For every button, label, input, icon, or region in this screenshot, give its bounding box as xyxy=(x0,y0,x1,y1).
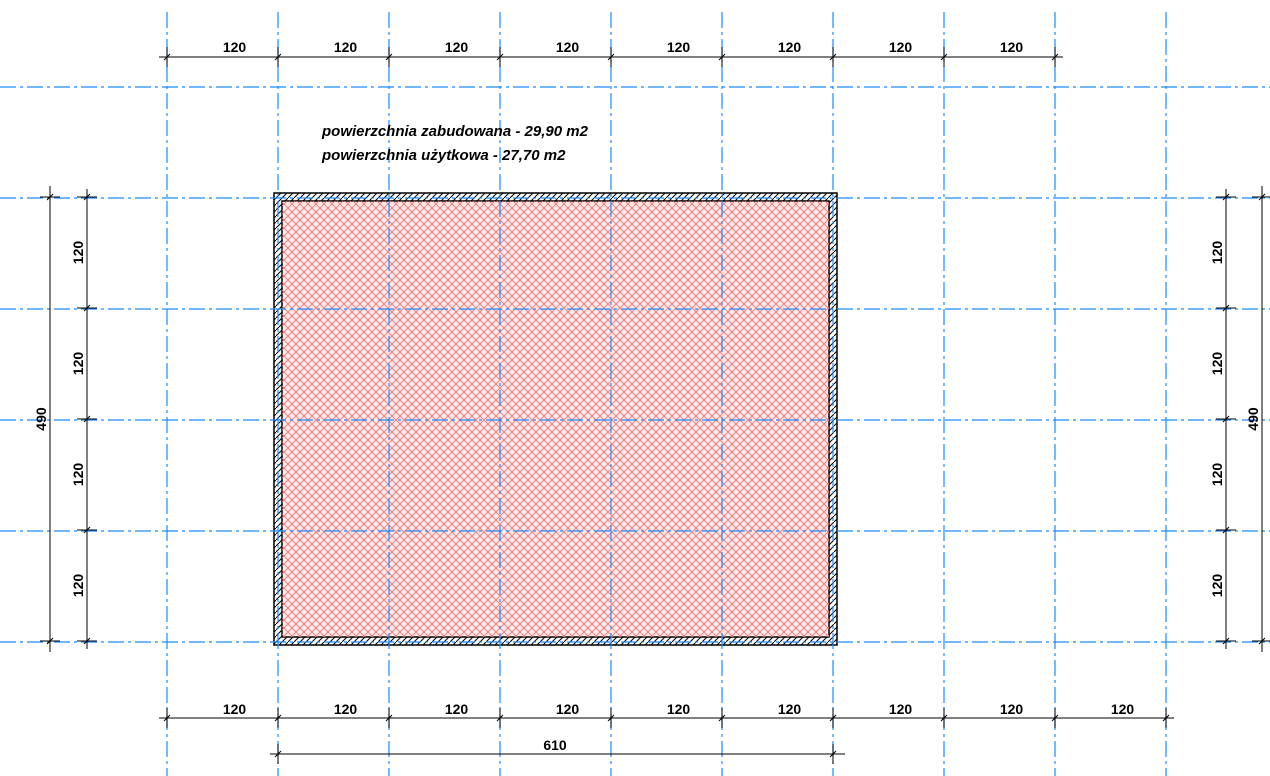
dim-tick xyxy=(829,53,837,61)
dim-tick xyxy=(1051,714,1059,722)
dim-tick xyxy=(385,53,393,61)
dim-label: 120 xyxy=(889,701,913,717)
dim-tick xyxy=(496,714,504,722)
dim-label: 120 xyxy=(667,39,691,55)
dim-tick xyxy=(83,637,91,645)
dim-label: 120 xyxy=(778,39,802,55)
floor-hatch xyxy=(282,201,829,637)
dim-label: 120 xyxy=(70,352,86,376)
dim-tick xyxy=(46,637,54,645)
dim-label: 490 xyxy=(33,407,49,431)
dim-tick xyxy=(1222,526,1230,534)
dim-tick xyxy=(1258,193,1266,201)
dim-tick xyxy=(274,53,282,61)
dim-label: 120 xyxy=(445,39,469,55)
dim-label: 120 xyxy=(334,701,358,717)
note: powierzchnia użytkowa - 27,70 m2 xyxy=(321,147,566,164)
dim-label: 120 xyxy=(778,701,802,717)
grid xyxy=(0,12,1270,776)
dim-label: 120 xyxy=(1111,701,1135,717)
dim-label: 490 xyxy=(1245,407,1261,431)
dim-tick xyxy=(940,53,948,61)
dim-tick xyxy=(1222,193,1230,201)
dim-tick xyxy=(718,714,726,722)
dim-label: 120 xyxy=(334,39,358,55)
dim-label: 120 xyxy=(445,701,469,717)
dim-tick xyxy=(1222,415,1230,423)
dim-tick xyxy=(1162,714,1170,722)
dim-label: 120 xyxy=(556,701,580,717)
dim-label: 120 xyxy=(1000,701,1024,717)
dim-tick xyxy=(1222,304,1230,312)
dim-label: 120 xyxy=(1209,574,1225,598)
dim-tick xyxy=(496,53,504,61)
dim-tick xyxy=(607,714,615,722)
dim-label: 120 xyxy=(70,463,86,487)
dim-tick xyxy=(274,750,282,758)
dim-tick xyxy=(1258,637,1266,645)
dim-label: 120 xyxy=(70,574,86,598)
dim-tick xyxy=(163,53,171,61)
dim-label: 120 xyxy=(1209,463,1225,487)
dim-label: 120 xyxy=(1000,39,1024,55)
dim-tick xyxy=(163,714,171,722)
dim-tick xyxy=(718,53,726,61)
dim-label: 610 xyxy=(543,737,567,753)
dim-label: 120 xyxy=(1209,352,1225,376)
dim-tick xyxy=(274,714,282,722)
dim-tick xyxy=(1222,637,1230,645)
dim-tick xyxy=(83,304,91,312)
dim-tick xyxy=(83,415,91,423)
dim-tick xyxy=(83,193,91,201)
dim-tick xyxy=(385,714,393,722)
dim-label: 120 xyxy=(70,241,86,265)
note: powierzchnia zabudowana - 29,90 m2 xyxy=(321,123,589,140)
dim-tick xyxy=(46,193,54,201)
dim-tick xyxy=(829,750,837,758)
dim-tick xyxy=(829,714,837,722)
dim-label: 120 xyxy=(1209,241,1225,265)
dim-label: 120 xyxy=(223,701,247,717)
dim-tick xyxy=(83,526,91,534)
dim-tick xyxy=(940,714,948,722)
dim-label: 120 xyxy=(556,39,580,55)
dim-label: 120 xyxy=(667,701,691,717)
dim-tick xyxy=(1051,53,1059,61)
dim-label: 120 xyxy=(223,39,247,55)
dim-label: 120 xyxy=(889,39,913,55)
dim-tick xyxy=(607,53,615,61)
